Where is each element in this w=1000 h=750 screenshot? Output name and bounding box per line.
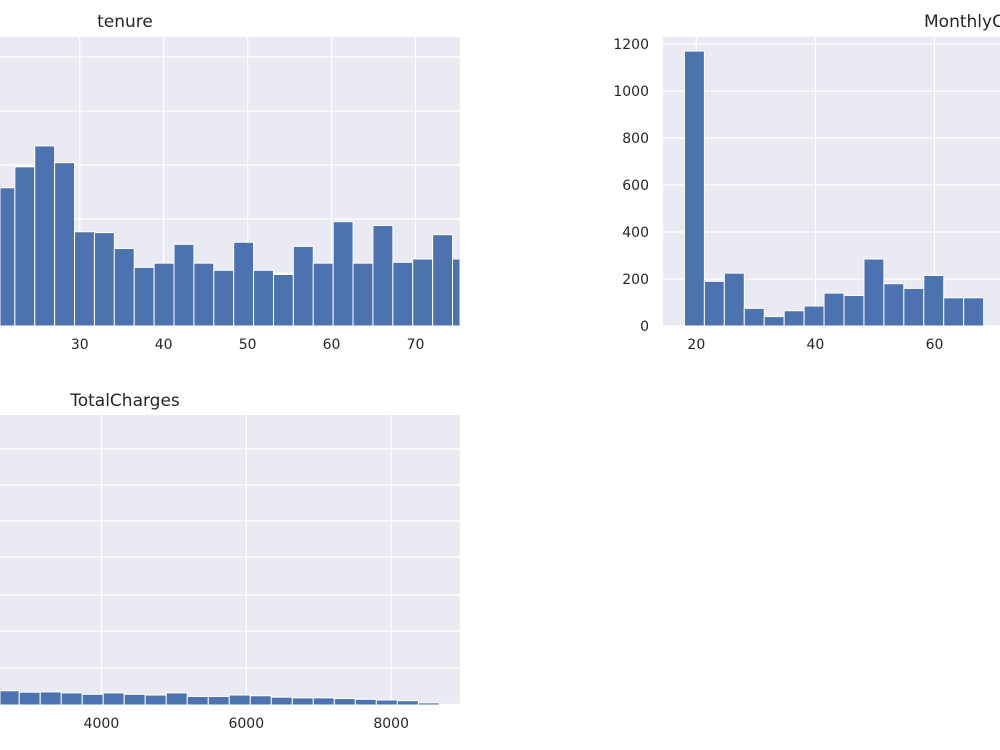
monthlycharges-y-tick-label: 1000 <box>613 84 649 100</box>
tenure-bar <box>193 262 215 327</box>
tenure-bar <box>0 187 16 327</box>
tenure-bar <box>272 273 294 327</box>
monthlycharges-x-tick-label: 60 <box>926 337 944 353</box>
tenure-bar <box>34 145 56 327</box>
totalcharges-bar <box>396 700 419 706</box>
tenure-bar <box>213 269 235 327</box>
totalcharges-histogram: TotalCharges 4000 6000 8000 <box>0 391 461 732</box>
monthlycharges-y-tick-labels: 0 200 400 600 800 1000 1200 <box>613 37 649 335</box>
monthlycharges-bar <box>803 305 825 327</box>
totalcharges-bar <box>102 692 125 706</box>
tenure-bar <box>312 262 334 327</box>
tenure-bar <box>113 248 135 327</box>
totalcharges-bar <box>438 703 461 706</box>
tenure-x-tick-label: 40 <box>155 337 173 353</box>
tenure-histogram: tenure 30 40 50 60 70 <box>0 12 461 353</box>
totalcharges-bar <box>312 697 335 706</box>
totalcharges-x-tick-label: 6000 <box>228 716 264 732</box>
monthlycharges-y-tick-label: 800 <box>622 131 649 147</box>
monthlycharges-bar <box>683 50 705 327</box>
totalcharges-bar <box>60 692 83 706</box>
totalcharges-plot-area <box>0 415 460 705</box>
monthlycharges-y-tick-label: 1200 <box>613 37 649 53</box>
totalcharges-title: TotalCharges <box>69 391 180 411</box>
tenure-bar <box>412 258 434 327</box>
monthlycharges-bar <box>863 258 885 327</box>
totalcharges-x-tick-label: 8000 <box>373 716 409 732</box>
tenure-bar <box>153 262 175 327</box>
monthlycharges-y-tick-label: 600 <box>622 178 649 194</box>
totalcharges-x-tick-labels: 4000 6000 8000 <box>84 716 409 732</box>
monthlycharges-bar <box>723 272 745 327</box>
totalcharges-bar <box>18 691 41 706</box>
monthlycharges-bar <box>843 294 865 327</box>
monthlycharges-bar <box>963 297 985 327</box>
totalcharges-bar <box>186 695 209 706</box>
tenure-bar <box>392 261 414 327</box>
tenure-bar <box>292 245 314 327</box>
monthlycharges-gridlines <box>663 37 1000 327</box>
tenure-bar <box>352 262 374 327</box>
totalcharges-bars <box>0 690 461 706</box>
monthlycharges-x-tick-label: 40 <box>807 337 825 353</box>
monthlycharges-bars <box>683 50 985 327</box>
totalcharges-bar <box>417 702 440 706</box>
totalcharges-bar <box>354 698 377 706</box>
tenure-bar <box>133 266 155 327</box>
tenure-bar <box>452 258 461 327</box>
tenure-bar <box>173 243 195 327</box>
monthlycharges-histogram: MonthlyCharges 20 40 60 0 200 400 600 800 1000 1… <box>613 12 1000 353</box>
totalcharges-bar <box>39 691 62 706</box>
totalcharges-bar <box>291 697 314 706</box>
tenure-bar <box>233 241 255 327</box>
tenure-bar <box>253 269 274 327</box>
totalcharges-bar <box>333 698 356 706</box>
tenure-bar <box>74 231 95 327</box>
monthlycharges-bar <box>763 316 785 327</box>
tenure-x-tick-label: 30 <box>71 337 89 353</box>
monthlycharges-bar <box>743 307 765 327</box>
totalcharges-bar <box>207 695 230 706</box>
totalcharges-bar <box>165 692 188 706</box>
monthlycharges-bar <box>823 292 845 327</box>
monthlycharges-x-tick-labels: 20 40 60 <box>687 337 943 353</box>
totalcharges-bar <box>375 699 398 706</box>
totalcharges-gridlines <box>0 415 460 705</box>
monthlycharges-bar <box>883 283 905 327</box>
totalcharges-x-tick-label: 4000 <box>84 716 120 732</box>
totalcharges-bar <box>81 693 104 706</box>
monthlycharges-bar <box>783 310 805 327</box>
monthlycharges-bar <box>903 287 925 327</box>
totalcharges-bar <box>270 696 293 706</box>
tenure-x-tick-label: 60 <box>323 337 341 353</box>
tenure-title: tenure <box>97 12 153 32</box>
monthlycharges-title: MonthlyCharges <box>924 12 1000 32</box>
tenure-bars <box>0 145 461 327</box>
totalcharges-bar <box>144 694 167 706</box>
tenure-x-tick-label: 50 <box>239 337 257 353</box>
monthlycharges-y-tick-label: 0 <box>640 319 649 335</box>
totalcharges-bar <box>0 690 20 706</box>
totalcharges-bar <box>123 693 146 706</box>
tenure-bar <box>54 162 76 327</box>
monthlycharges-bar <box>943 297 965 327</box>
tenure-bar <box>432 234 454 327</box>
tenure-bar <box>372 224 394 327</box>
monthlycharges-y-tick-label: 200 <box>622 272 649 288</box>
totalcharges-bar <box>228 694 251 706</box>
monthlycharges-bar <box>923 274 945 327</box>
monthlycharges-y-tick-label: 400 <box>622 225 649 241</box>
tenure-x-tick-labels: 30 40 50 60 70 <box>71 337 425 353</box>
tenure-bar <box>14 166 36 327</box>
monthlycharges-bar <box>703 280 725 327</box>
totalcharges-bar <box>249 695 272 706</box>
tenure-bar <box>332 221 354 327</box>
tenure-x-tick-label: 70 <box>407 337 425 353</box>
tenure-bar <box>93 232 115 327</box>
monthlycharges-x-tick-label: 20 <box>687 337 705 353</box>
